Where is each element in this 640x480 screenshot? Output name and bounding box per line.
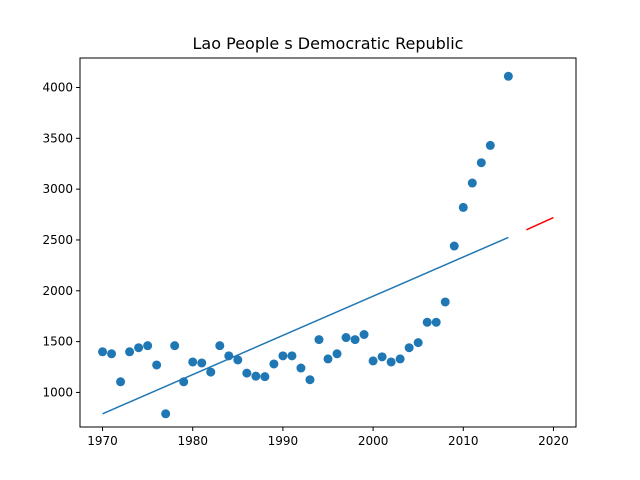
- data-point: [503, 71, 513, 81]
- data-point: [485, 140, 495, 150]
- data-point: [269, 359, 279, 369]
- y-tick-label: 1500: [42, 335, 73, 349]
- y-tick-label: 4000: [42, 80, 73, 94]
- data-point: [161, 409, 171, 419]
- data-point: [431, 317, 441, 327]
- data-point: [107, 349, 117, 359]
- data-point: [314, 335, 324, 345]
- data-point: [305, 375, 315, 385]
- data-point: [224, 351, 234, 361]
- data-point: [170, 341, 180, 351]
- data-point: [278, 351, 288, 361]
- data-point: [296, 363, 306, 373]
- y-tick-label: 2000: [42, 284, 73, 298]
- data-point: [260, 372, 270, 382]
- x-tick-label: 2010: [448, 434, 479, 448]
- data-point: [350, 335, 360, 345]
- data-point: [251, 371, 261, 381]
- data-point: [467, 178, 477, 188]
- data-point: [377, 352, 387, 362]
- data-point: [179, 377, 189, 387]
- y-tick-label: 2500: [42, 233, 73, 247]
- data-point: [359, 329, 369, 339]
- data-point: [125, 347, 135, 357]
- x-tick-label: 2000: [358, 434, 389, 448]
- x-tick-label: 1980: [177, 434, 208, 448]
- data-point: [368, 356, 378, 366]
- data-point: [152, 360, 162, 370]
- data-point: [206, 367, 216, 377]
- data-point: [404, 343, 414, 353]
- data-point: [143, 341, 153, 351]
- data-point: [116, 377, 126, 387]
- data-point: [134, 343, 144, 353]
- y-axis: 1000 1500 2000 2500 3000 3500 4000: [42, 80, 80, 399]
- data-point: [449, 241, 459, 251]
- x-tick-label: 2020: [538, 434, 569, 448]
- data-point: [323, 354, 333, 364]
- data-point: [440, 297, 450, 307]
- data-point: [476, 158, 486, 168]
- data-point: [188, 357, 198, 367]
- plot-frame: [79, 57, 577, 428]
- data-point: [197, 358, 207, 368]
- data-point: [386, 357, 396, 367]
- data-point: [332, 349, 342, 359]
- chart-title: Lao People s Democratic Republic: [193, 34, 464, 53]
- data-point: [413, 338, 423, 348]
- data-point: [98, 347, 108, 357]
- data-point: [422, 317, 432, 327]
- x-tick-label: 1990: [268, 434, 299, 448]
- x-axis: 1970 1980 1990 2000 2010 2020: [87, 427, 569, 448]
- y-tick-label: 3500: [42, 131, 73, 145]
- data-point: [215, 341, 225, 351]
- y-tick-label: 3000: [42, 182, 73, 196]
- forecast-line: [526, 216, 554, 231]
- y-tick-label: 1000: [42, 385, 73, 399]
- data-point: [458, 202, 468, 212]
- data-point: [242, 368, 252, 378]
- data-point: [395, 354, 405, 364]
- data-point: [287, 351, 297, 361]
- data-point: [341, 333, 351, 343]
- data-point: [233, 355, 243, 365]
- x-tick-label: 1970: [87, 434, 118, 448]
- trend-line: [102, 236, 509, 415]
- plot-area: [98, 71, 554, 419]
